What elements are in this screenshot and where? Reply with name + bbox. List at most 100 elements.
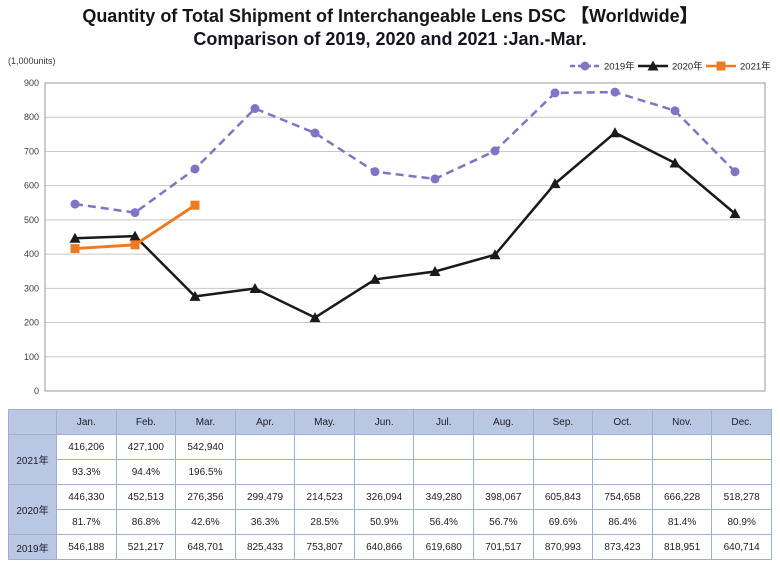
- yoy-percent-cell: [473, 459, 534, 485]
- triangle-marker: [189, 290, 201, 301]
- shipment-value-cell: [651, 434, 713, 460]
- circle-marker: [610, 87, 620, 97]
- shipment-value-cell: 276,356: [175, 484, 236, 510]
- yoy-percent-cell: 196.5%: [175, 459, 236, 485]
- shipment-value-cell: 518,278: [711, 484, 772, 510]
- shipment-value-cell: 398,067: [473, 484, 534, 510]
- yoy-percent-cell: 50.9%: [353, 509, 415, 535]
- series-line-2019年: [74, 90, 736, 214]
- month-column-header: Apr.: [234, 409, 296, 435]
- shipment-value-cell: 666,228: [651, 484, 713, 510]
- triangle-marker: [249, 283, 261, 294]
- shipment-value-cell: 214,523: [294, 484, 355, 510]
- y-tick-label: 500: [24, 215, 39, 225]
- series-line-2020年: [74, 131, 736, 320]
- triangle-marker: [609, 127, 621, 138]
- yoy-percent-cell: [234, 459, 296, 485]
- yoy-percent-cell: 93.3%: [56, 459, 117, 485]
- yoy-percent-cell: 86.8%: [115, 509, 177, 535]
- shipment-value-cell: [234, 434, 296, 460]
- month-column-header: Oct.: [592, 409, 653, 435]
- shipment-value-cell: 427,100: [115, 434, 177, 460]
- shipment-value-cell: 299,479: [234, 484, 296, 510]
- circle-marker: [70, 199, 80, 209]
- yoy-percent-cell: 81.4%: [651, 509, 713, 535]
- shipment-value-cell: [592, 434, 653, 460]
- plot-border: [44, 82, 766, 392]
- yoy-percent-cell: 42.6%: [175, 509, 236, 535]
- shipment-value-cell: 754,658: [592, 484, 653, 510]
- yoy-percent-cell: 86.4%: [592, 509, 653, 535]
- yoy-percent-cell: 69.6%: [532, 509, 594, 535]
- y-tick-label: 400: [24, 249, 39, 259]
- yoy-percent-cell: 94.4%: [115, 459, 177, 485]
- yoy-percent-cell: 36.3%: [234, 509, 296, 535]
- circle-marker: [580, 61, 590, 71]
- shipment-value-cell: [711, 434, 772, 460]
- circle-marker: [430, 174, 440, 184]
- shipment-value-cell: 452,513: [115, 484, 177, 510]
- shipment-value-cell: 873,423: [592, 534, 653, 560]
- year-row-label: 2019年: [8, 534, 57, 560]
- shipment-value-cell: 648,701: [175, 534, 236, 560]
- shipment-value-cell: [353, 434, 415, 460]
- yoy-percent-cell: [294, 459, 355, 485]
- legend-label: 2020年: [672, 61, 703, 73]
- month-column-header: Nov.: [651, 409, 713, 435]
- title-line-1: Quantity of Total Shipment of Interchang…: [82, 6, 698, 26]
- shipment-value-cell: 546,188: [56, 534, 117, 560]
- triangle-marker: [309, 312, 321, 323]
- year-row-label: 2020年: [8, 484, 57, 535]
- line-chart-canvas: 0 100 200 300 400 500 600 700 800 900 (1,000units)…: [8, 56, 771, 396]
- yoy-percent-cell: 80.9%: [711, 509, 772, 535]
- y-tick-label: 800: [24, 112, 39, 122]
- circle-marker: [310, 128, 320, 138]
- circle-marker: [550, 88, 560, 98]
- triangle-marker: [429, 265, 441, 276]
- circle-marker: [670, 106, 680, 116]
- data-table: Jan. Feb. Mar. Apr. May. Jun. Jul. Aug. Sep. Oct.…: [8, 409, 772, 560]
- month-column-header: Aug.: [473, 409, 534, 435]
- yoy-percent-cell: [651, 459, 713, 485]
- y-tick-label: 700: [24, 146, 39, 156]
- shipment-value-cell: 640,866: [353, 534, 415, 560]
- shipment-value-cell: 446,330: [56, 484, 117, 510]
- shipment-value-cell: 870,993: [532, 534, 594, 560]
- month-column-header: Jan.: [56, 409, 117, 435]
- yoy-percent-cell: 81.7%: [56, 509, 117, 535]
- yoy-percent-cell: [353, 459, 415, 485]
- shipment-value-cell: 753,807: [294, 534, 355, 560]
- shipment-value-cell: 818,951: [651, 534, 713, 560]
- shipment-value-cell: 619,680: [413, 534, 475, 560]
- yoy-percent-cell: 28.5%: [294, 509, 355, 535]
- month-column-header: Feb.: [115, 409, 177, 435]
- square-marker: [70, 244, 80, 254]
- shipment-value-cell: 326,094: [353, 484, 415, 510]
- yoy-percent-cell: [532, 459, 594, 485]
- y-tick-label: 600: [24, 181, 39, 191]
- y-axis-unit-label: (1,000units): [8, 56, 56, 66]
- yoy-percent-cell: 56.7%: [473, 509, 534, 535]
- legend-label: 2021年: [740, 61, 771, 73]
- legend-label: 2019年: [604, 61, 635, 73]
- month-column-header: Sep.: [532, 409, 594, 435]
- y-tick-label: 300: [24, 283, 39, 293]
- circle-marker: [370, 167, 380, 177]
- yoy-percent-cell: [592, 459, 653, 485]
- month-column-header: May.: [294, 409, 355, 435]
- triangle-marker: [647, 60, 659, 71]
- triangle-marker: [669, 157, 681, 168]
- month-column-header: Jun.: [353, 409, 415, 435]
- title-line-2: Comparison of 2019, 2020 and 2021 :Jan.-…: [193, 28, 587, 49]
- circle-marker: [490, 146, 500, 156]
- triangle-marker: [549, 178, 561, 189]
- shipment-value-cell: 701,517: [473, 534, 534, 560]
- y-tick-label: 100: [24, 352, 39, 362]
- triangle-marker: [729, 208, 741, 219]
- y-tick-label: 0: [34, 386, 39, 396]
- shipment-value-cell: 605,843: [532, 484, 594, 510]
- shipment-value-cell: [413, 434, 475, 460]
- circle-marker: [250, 104, 260, 114]
- triangle-marker: [369, 273, 381, 284]
